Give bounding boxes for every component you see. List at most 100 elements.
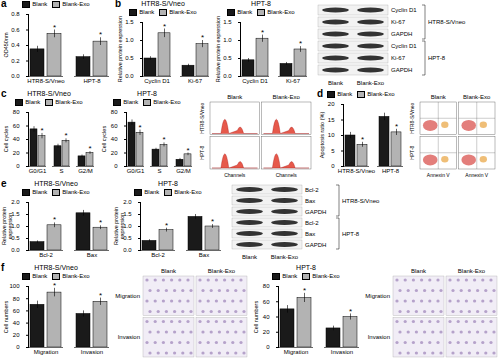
svg-text:0.5: 0.5 [223,55,232,61]
svg-text:20: 20 [13,332,20,338]
svg-text:80: 80 [13,296,20,302]
svg-text:Invasion: Invasion [331,349,353,355]
svg-text:S: S [157,168,161,174]
svg-text:*: * [99,218,102,227]
svg-text:HTR8-S/Vneo: HTR8-S/Vneo [27,78,65,84]
svg-text:Blank-Exo: Blank-Exo [273,94,301,100]
svg-text:0.0: 0.0 [223,73,232,79]
svg-text:1.0: 1.0 [223,37,232,43]
svg-text:*: * [138,123,141,132]
svg-text:Blank: Blank [328,80,344,86]
svg-text:Annexin V: Annexin V [465,172,488,178]
svg-text:20: 20 [328,101,335,107]
svg-text:Bcl-2: Bcl-2 [305,187,319,193]
svg-text:*: * [88,144,91,153]
svg-text:Annexin V: Annexin V [427,172,450,178]
svg-text:Channels: Channels [276,172,298,178]
svg-text:80: 80 [111,109,118,115]
svg-text:Ki-67: Ki-67 [188,78,203,84]
svg-text:60: 60 [111,123,118,129]
svg-text:0: 0 [114,163,118,169]
svg-text:Blank: Blank [431,94,447,100]
svg-text:0: 0 [16,344,20,350]
svg-text:40: 40 [263,314,270,320]
svg-text:Ki-67: Ki-67 [286,78,301,84]
svg-text:Cyclin D1: Cyclin D1 [144,78,170,84]
svg-text:0.2: 0.2 [11,58,20,64]
svg-text:Bcl-2: Bcl-2 [151,252,165,258]
svg-text:2.0: 2.0 [11,199,20,205]
svg-text:0.5: 0.5 [125,55,134,61]
svg-text:Channels: Channels [224,172,246,178]
svg-text:GAPDH: GAPDH [391,31,412,37]
svg-text:*: * [162,135,165,144]
svg-text:1.5: 1.5 [223,19,232,25]
svg-text:0.0: 0.0 [125,73,134,79]
svg-text:HTR8-S/Vneo: HTR8-S/Vneo [409,102,415,133]
svg-text:60: 60 [13,308,20,314]
svg-text:*: * [361,135,364,144]
svg-text:Blank-Exo: Blank-Exo [458,268,486,274]
svg-text:*: * [165,221,168,230]
svg-text:1.5: 1.5 [123,211,132,217]
svg-text:Blank: Blank [242,254,258,260]
svg-text:HPT-8: HPT-8 [83,78,101,84]
svg-text:*: * [186,146,189,155]
svg-text:Cyclin D1: Cyclin D1 [391,43,417,49]
svg-text:0.6: 0.6 [11,27,20,33]
svg-text:HTR8-S/Vneo: HTR8-S/Vneo [428,19,466,25]
svg-text:*: * [53,281,56,290]
svg-text:20: 20 [263,329,270,335]
svg-text:Migration: Migration [284,349,309,355]
svg-text:1.0: 1.0 [125,37,134,43]
svg-text:Invasion: Invasion [81,349,103,355]
svg-text:20: 20 [111,150,118,156]
svg-text:*: * [211,217,214,226]
svg-text:0.5: 0.5 [123,235,132,241]
svg-text:Bcl-2: Bcl-2 [305,220,319,226]
svg-text:0.0: 0.0 [123,247,132,253]
svg-text:Blank-Exo: Blank-Exo [357,80,385,86]
svg-text:40: 40 [111,136,118,142]
svg-text:Bax: Bax [87,252,97,258]
svg-text:HPT-8: HPT-8 [199,145,205,159]
svg-text:0.5: 0.5 [11,235,20,241]
svg-text:Blank-Exo: Blank-Exo [271,254,299,260]
svg-text:0.4: 0.4 [11,42,20,48]
svg-text:60: 60 [13,123,20,129]
svg-text:HPT-8: HPT-8 [428,55,446,61]
svg-text:1.0: 1.0 [123,223,132,229]
svg-text:Bax: Bax [305,231,315,237]
svg-text:0: 0 [331,163,335,169]
svg-text:HPT-8: HPT-8 [382,168,400,174]
svg-text:20: 20 [13,150,20,156]
svg-text:0.8: 0.8 [11,11,20,17]
svg-text:Blank: Blank [227,94,243,100]
svg-text:80: 80 [263,283,270,289]
svg-text:Migration: Migration [115,293,140,299]
svg-text:Migration: Migration [365,293,390,299]
svg-text:S: S [59,168,63,174]
svg-text:Ki-67: Ki-67 [391,55,406,61]
svg-text:5: 5 [331,148,335,154]
svg-text:60: 60 [263,299,270,305]
svg-text:*: * [163,22,166,31]
svg-text:*: * [349,307,352,316]
svg-text:*: * [99,30,102,39]
svg-text:HPT-8: HPT-8 [409,145,415,159]
svg-text:0.0: 0.0 [11,73,20,79]
svg-text:G2/M: G2/M [176,168,191,174]
svg-text:G0/G1: G0/G1 [29,168,47,174]
svg-text:Blank-Exo: Blank-Exo [463,94,491,100]
svg-text:0.0: 0.0 [11,247,20,253]
svg-text:HTR8-S/Vneo: HTR8-S/Vneo [338,168,376,174]
svg-text:*: * [64,131,67,140]
svg-text:HTR8-S/Vneo: HTR8-S/Vneo [342,198,380,204]
svg-text:GAPDH: GAPDH [391,67,412,73]
svg-text:Bcl-2: Bcl-2 [39,252,53,258]
svg-text:0: 0 [16,163,20,169]
svg-text:HPT-8: HPT-8 [342,231,360,237]
svg-text:*: * [395,122,398,131]
svg-text:*: * [201,33,204,42]
svg-text:*: * [40,126,43,135]
